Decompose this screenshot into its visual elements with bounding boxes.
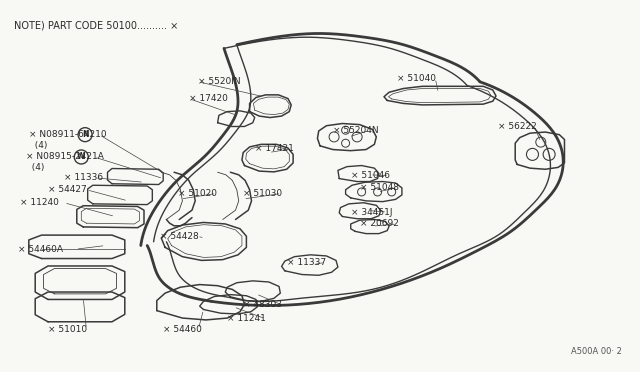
Text: N: N <box>82 130 88 139</box>
Text: ⨯ 54460: ⨯ 54460 <box>163 325 202 334</box>
Text: ⨯ 51010: ⨯ 51010 <box>48 325 87 334</box>
Text: ⨯ 17421: ⨯ 17421 <box>255 144 294 153</box>
Text: ⨯ 17420: ⨯ 17420 <box>189 94 228 103</box>
Text: ⨯ N08911-64210: ⨯ N08911-64210 <box>29 130 106 139</box>
Text: ⨯ 54428: ⨯ 54428 <box>160 232 199 241</box>
Text: A500A 00· 2: A500A 00· 2 <box>572 347 622 356</box>
Text: ⨯ 51046: ⨯ 51046 <box>351 171 390 180</box>
Text: ⨯ 34451J: ⨯ 34451J <box>351 208 392 217</box>
Text: ⨯ 54460A: ⨯ 54460A <box>18 245 63 254</box>
Text: ⨯ 54427: ⨯ 54427 <box>48 185 87 194</box>
Text: (4): (4) <box>29 141 47 150</box>
Text: (4): (4) <box>26 163 44 172</box>
Text: ⨯ 56222: ⨯ 56222 <box>498 122 537 131</box>
Text: ⨯ 51020: ⨯ 51020 <box>178 189 217 198</box>
Text: ⨯ 11336: ⨯ 11336 <box>64 173 103 182</box>
Text: ⨯ N08915-2421A: ⨯ N08915-2421A <box>26 153 104 161</box>
Text: ⨯ 51030: ⨯ 51030 <box>243 189 282 198</box>
Text: ⨯ 51048: ⨯ 51048 <box>360 183 399 192</box>
Text: ⨯ 11337: ⨯ 11337 <box>287 258 326 267</box>
Text: W: W <box>77 153 86 161</box>
Text: ⨯ 20692: ⨯ 20692 <box>360 219 399 228</box>
Text: ⨯ 48303: ⨯ 48303 <box>243 300 282 309</box>
Text: ⨯ 11241: ⨯ 11241 <box>227 314 266 323</box>
Text: NOTE) PART CODE 50100.......... ⨯: NOTE) PART CODE 50100.......... ⨯ <box>14 20 179 31</box>
Text: ⨯ 5520IN: ⨯ 5520IN <box>198 77 241 86</box>
Text: ⨯ 11240: ⨯ 11240 <box>20 198 60 207</box>
Text: ⨯ 51040: ⨯ 51040 <box>397 74 436 83</box>
Text: ⨯ 55204N: ⨯ 55204N <box>333 126 378 135</box>
